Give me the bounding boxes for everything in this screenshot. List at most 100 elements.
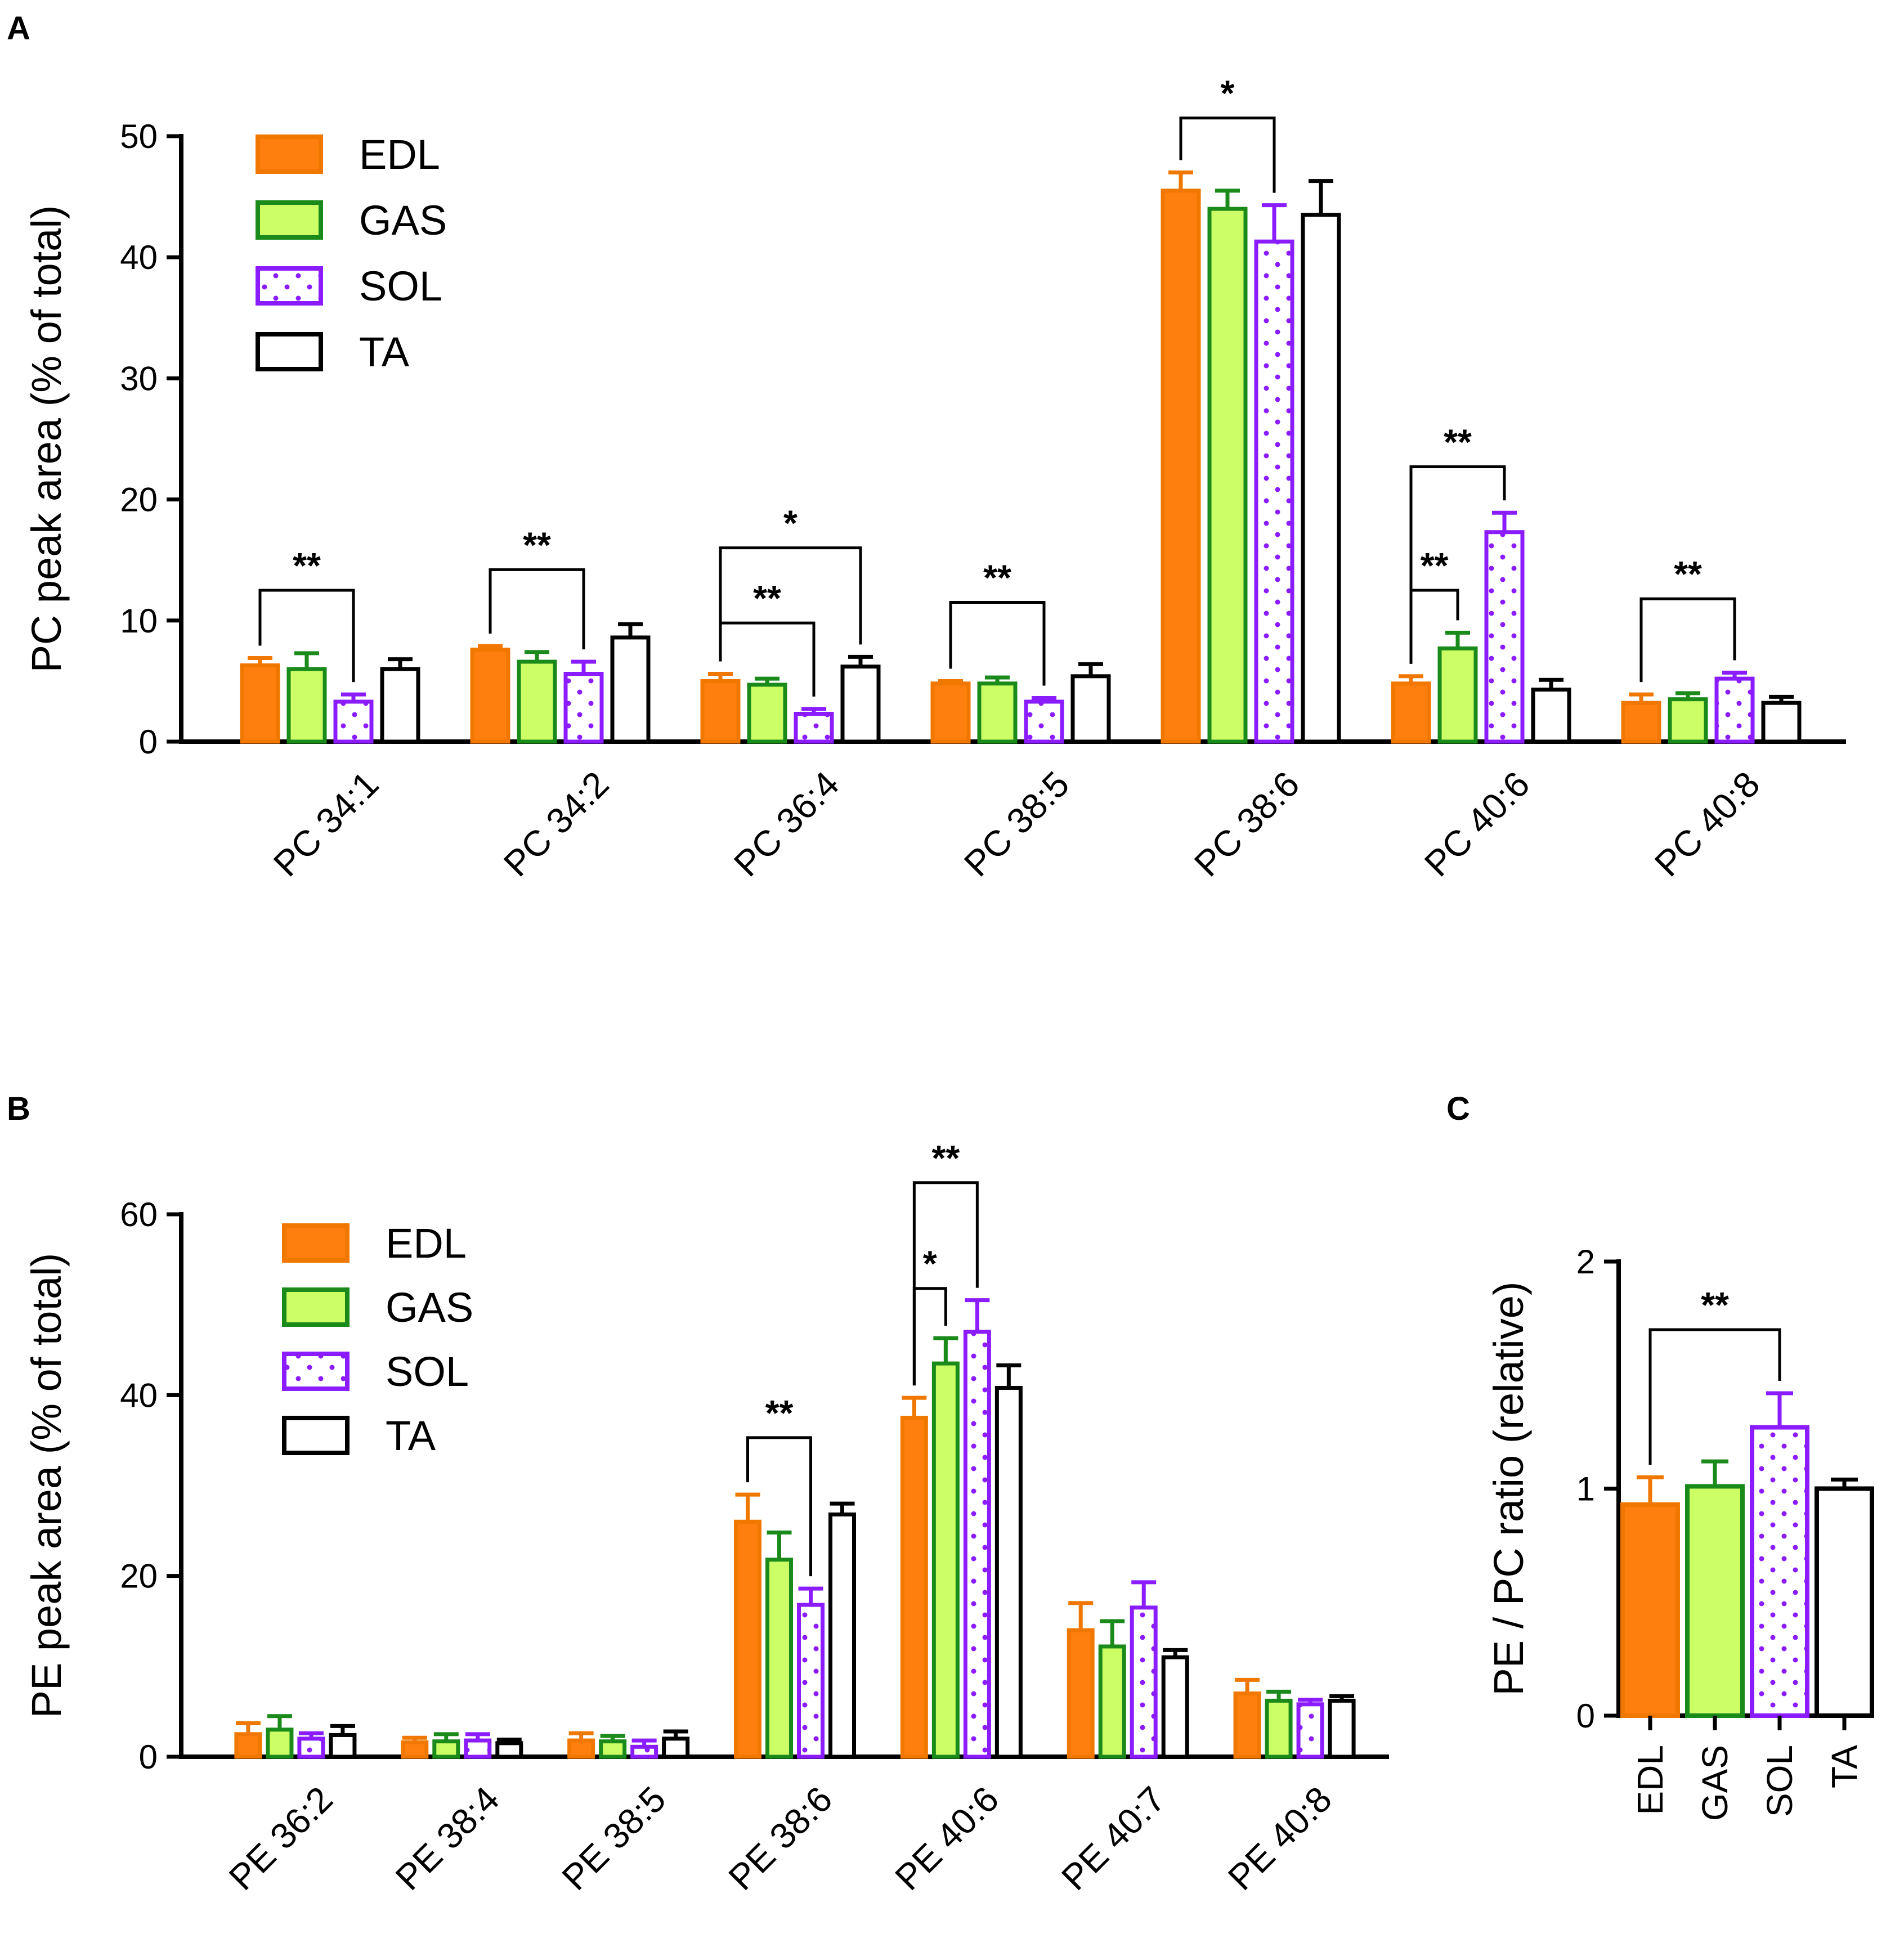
panel-a-bar-pc-34-2-ta xyxy=(610,635,651,744)
panel-c-bar-gas xyxy=(1685,1484,1745,1718)
panel-b-x-tick-pe-40-8: PE 40:8 xyxy=(1220,1779,1339,1898)
panel-a-bar-pc-40-8-edl xyxy=(1621,701,1661,744)
panel-b-bar-pe-36-2-ta xyxy=(329,1733,357,1759)
panel-a-bar-pc-40-6-gas xyxy=(1437,646,1478,744)
panel-b-bar-pe-40-7-gas xyxy=(1098,1644,1126,1759)
panel-letter-a: A xyxy=(7,10,30,47)
panel-b-bar-pe-38-6-ta xyxy=(828,1512,856,1759)
panel-a-bar-pc-36-4-gas xyxy=(747,683,787,744)
panel-b-bar-pe-38-5-edl xyxy=(567,1738,595,1759)
panel-a-significance-label: ** xyxy=(1444,421,1472,462)
panel-a-significance-bracket xyxy=(1639,597,1736,683)
panel-c-y-tick-label: 2 xyxy=(1576,1243,1595,1281)
panel-b-legend-label-sol: SOL xyxy=(386,1348,469,1395)
panel-b-significance-bracket xyxy=(912,1181,979,1386)
panel-a-x-tick-pc-38-6: PC 38:6 xyxy=(1186,764,1307,884)
panel-a-bar-pc-34-2-edl xyxy=(470,647,510,744)
panel-a-bar-pc-38-6-ta xyxy=(1301,213,1341,744)
panel-c-bar-ta xyxy=(1815,1486,1874,1718)
panel-a-bar-pc-34-2-gas xyxy=(517,659,557,744)
panel-b-significance-label: ** xyxy=(931,1138,960,1178)
panel-a-bar-pc-34-2-sol xyxy=(563,671,604,744)
panel-a-legend-swatch-ta xyxy=(256,332,323,371)
panel-b-legend-label-ta: TA xyxy=(386,1412,436,1459)
panel-a-y-tick-label: 10 xyxy=(120,602,158,640)
panel-c-bar-sol xyxy=(1750,1425,1809,1718)
panel-b-bar-pe-38-4-sol xyxy=(464,1738,492,1759)
panel-c-significance-bracket xyxy=(1648,1328,1781,1465)
panel-b-bar-pe-38-4-edl xyxy=(401,1740,429,1759)
panel-b-legend-swatch-ta xyxy=(282,1416,350,1455)
panel-a-bar-pc-38-6-edl xyxy=(1161,189,1201,744)
panel-a-bar-pc-38-6-sol xyxy=(1254,239,1294,744)
panel-a-bar-pc-40-6-edl xyxy=(1391,681,1431,744)
panel-b-bar-pe-38-6-gas xyxy=(765,1558,793,1759)
panel-a-y-tick-label: 40 xyxy=(120,239,158,276)
panel-b-bar-pe-40-6-edl xyxy=(900,1416,928,1759)
panel-b-bar-pe-38-4-ta xyxy=(495,1741,523,1759)
panel-b-x-tick-pe-38-4: PE 38:4 xyxy=(388,1779,507,1898)
panel-b-y-tick-label: 0 xyxy=(139,1738,158,1776)
panel-c-x-tick-sol: SOL xyxy=(1759,1745,1800,1817)
panel-b-y-tick-label: 60 xyxy=(120,1196,158,1233)
panel-b-significance-label: ** xyxy=(765,1393,794,1433)
panel-c-bar-edl xyxy=(1620,1502,1680,1718)
panel-a-bar-pc-36-4-edl xyxy=(700,679,741,744)
panel-b-bar-pe-40-8-ta xyxy=(1328,1698,1356,1759)
panel-b-y-tick-label: 40 xyxy=(120,1376,158,1414)
panel-a-chart: 0 10 20 30 40 50 PC peak area (% of total) PC 3… xyxy=(23,73,1846,884)
panel-a-legend-swatch-sol xyxy=(256,266,323,306)
panel-a-bar-pc-40-8-gas xyxy=(1668,697,1708,744)
panel-a-x-tick-pc-40-8: PC 40:8 xyxy=(1647,764,1767,884)
panel-a-y-tick-label: 30 xyxy=(120,360,158,397)
panel-a-bar-pc-38-5-ta xyxy=(1070,674,1111,744)
panel-c-y-tick-label: 0 xyxy=(1576,1697,1595,1735)
panel-b-bar-pe-38-6-edl xyxy=(734,1519,761,1759)
panel-a-bar-pc-38-5-sol xyxy=(1024,699,1064,744)
panel-b-bar-pe-40-7-ta xyxy=(1161,1655,1189,1759)
panel-a-legend-label-sol: SOL xyxy=(359,263,442,309)
panel-c-y-tick-label: 1 xyxy=(1576,1470,1595,1508)
panel-b-y-axis-label: PE peak area (% of total) xyxy=(23,1253,70,1718)
panel-a-significance-bracket xyxy=(719,546,862,662)
panel-b-bar-pe-38-5-sol xyxy=(630,1744,658,1759)
panel-a-x-tick-pc-40-6: PC 40:6 xyxy=(1417,764,1537,884)
panel-b-bar-pe-40-7-edl xyxy=(1067,1628,1095,1759)
panel-a-bar-pc-34-1-ta xyxy=(380,667,420,744)
panel-b-bar-pe-40-6-sol xyxy=(963,1330,991,1759)
panel-a-bar-pc-40-8-ta xyxy=(1761,701,1802,744)
panel-a-bar-pc-38-5-gas xyxy=(977,681,1018,744)
panel-c-x-tick-gas: GAS xyxy=(1695,1745,1735,1821)
panel-b-legend-swatch-sol xyxy=(282,1352,350,1391)
panel-a-bar-pc-40-6-sol xyxy=(1484,530,1525,744)
panel-a-y-tick-label: 50 xyxy=(120,118,158,155)
panel-b-bar-pe-40-7-sol xyxy=(1130,1605,1158,1759)
panel-a-y-axis-label: PC peak area (% of total) xyxy=(23,205,70,673)
panel-a-bar-pc-40-8-sol xyxy=(1714,676,1755,744)
panel-a-significance-bracket xyxy=(489,568,585,649)
panel-a-legend-label-edl: EDL xyxy=(359,131,440,178)
panel-c-y-axis-label: PE / PC ratio (relative) xyxy=(1485,1281,1532,1695)
panel-b-bar-pe-40-8-sol xyxy=(1296,1702,1324,1759)
panel-a-x-tick-pc-38-5: PC 38:5 xyxy=(956,764,1077,884)
panel-a-significance-bracket xyxy=(1179,116,1276,193)
panel-a-bar-pc-34-1-gas xyxy=(286,667,327,744)
panel-a-legend-swatch-edl xyxy=(256,134,323,174)
panel-a-significance-bracket xyxy=(258,589,355,683)
panel-a-bar-pc-38-5-edl xyxy=(930,681,971,744)
panel-letter-b: B xyxy=(7,1091,30,1127)
panel-c-significance-label: ** xyxy=(1701,1285,1729,1325)
panel-a-significance-label: ** xyxy=(983,558,1011,598)
panel-b-chart: 0 20 40 60 PE peak area (% of total) PE 36:2 P… xyxy=(23,1138,1389,1898)
panel-b-bar-pe-36-2-sol xyxy=(297,1736,325,1759)
panel-b-legend-label-edl: EDL xyxy=(386,1220,467,1267)
panel-a-legend-label-gas: GAS xyxy=(359,197,447,244)
panel-b-x-tick-pe-38-6: PE 38:6 xyxy=(720,1779,840,1898)
panel-a-significance-bracket xyxy=(949,601,1046,686)
panel-a-legend-swatch-gas xyxy=(256,200,323,240)
panel-letter-c: C xyxy=(1446,1091,1470,1127)
panel-b-legend-label-gas: GAS xyxy=(386,1284,473,1331)
panel-a-bar-pc-34-1-sol xyxy=(333,699,374,744)
panel-c-x-tick-ta: TA xyxy=(1824,1745,1865,1788)
panel-b-bar-pe-40-6-ta xyxy=(994,1385,1023,1759)
